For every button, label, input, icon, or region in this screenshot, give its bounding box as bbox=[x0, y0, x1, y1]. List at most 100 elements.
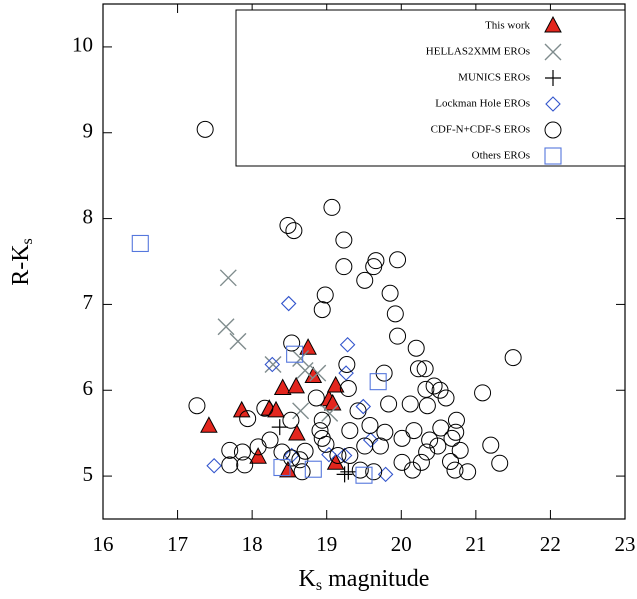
x-tick-label: 18 bbox=[242, 532, 263, 556]
circle-marker bbox=[188, 397, 206, 415]
circle-marker bbox=[296, 442, 314, 460]
x-marker bbox=[292, 402, 310, 420]
circle-marker bbox=[418, 443, 436, 461]
legend: This work HELLAS2XMM EROs MUNICS EROs Lockm… bbox=[235, 9, 626, 167]
x-marker bbox=[321, 404, 339, 422]
x-label-sub: s bbox=[316, 577, 322, 594]
circle-marker bbox=[365, 463, 383, 481]
triangle-marker bbox=[288, 423, 306, 441]
x-marker bbox=[229, 332, 247, 350]
circle-marker bbox=[335, 258, 353, 276]
circle-marker bbox=[393, 453, 411, 471]
y-axis-label: R-Ks bbox=[8, 238, 36, 286]
diamond-marker bbox=[283, 447, 300, 464]
diamond-marker bbox=[264, 356, 281, 373]
circle-marker bbox=[313, 429, 331, 447]
circle-marker bbox=[291, 451, 309, 469]
circle-marker bbox=[307, 389, 325, 407]
circle-marker bbox=[341, 422, 359, 440]
circle-marker bbox=[504, 349, 522, 367]
circle-marker bbox=[393, 429, 411, 447]
x-axis-label: Ks magnitude bbox=[299, 566, 430, 594]
circle-marker bbox=[380, 395, 398, 413]
circle-marker bbox=[401, 395, 419, 413]
circle-marker bbox=[338, 356, 356, 373]
circle-marker bbox=[283, 334, 301, 352]
diamond-marker bbox=[280, 295, 297, 312]
circle-marker bbox=[386, 305, 404, 323]
legend-label: Lockman Hole EROs bbox=[435, 98, 530, 110]
circle-marker bbox=[418, 397, 436, 415]
x-tick-label: 20 bbox=[391, 532, 412, 556]
x-tick-label: 22 bbox=[540, 532, 561, 556]
x-tick-label: 23 bbox=[615, 532, 636, 556]
y-tick-label: 6 bbox=[83, 376, 94, 400]
legend-marker bbox=[544, 147, 562, 165]
circle-marker bbox=[351, 461, 369, 479]
y-tick-label: 7 bbox=[83, 290, 94, 314]
y-tick-label: 5 bbox=[83, 462, 94, 486]
series bbox=[271, 419, 357, 483]
circle-marker bbox=[407, 339, 425, 357]
circle-marker bbox=[356, 271, 374, 289]
circle-marker bbox=[376, 423, 394, 441]
square-marker bbox=[369, 373, 387, 391]
circle-marker bbox=[261, 431, 279, 449]
triangle-marker bbox=[200, 416, 218, 433]
x-marker bbox=[219, 269, 237, 287]
square-marker bbox=[286, 345, 304, 363]
triangle-marker bbox=[279, 460, 297, 478]
legend-label: HELLAS2XMM EROs bbox=[426, 46, 530, 58]
x-marker bbox=[309, 364, 327, 382]
circle-marker bbox=[416, 360, 434, 378]
square-marker bbox=[131, 234, 149, 253]
x-label-rest: magnitude bbox=[322, 566, 429, 592]
circle-marker bbox=[282, 411, 300, 429]
x-tick-label: 19 bbox=[316, 532, 337, 556]
circle-marker bbox=[249, 438, 267, 456]
circle-marker bbox=[447, 411, 465, 429]
circle-marker bbox=[233, 443, 251, 461]
triangle-marker bbox=[273, 378, 292, 396]
triangle-marker bbox=[326, 453, 345, 470]
circle-marker bbox=[375, 364, 393, 382]
diamond-marker bbox=[339, 336, 356, 353]
circle-marker bbox=[367, 252, 385, 270]
circle-marker bbox=[279, 216, 297, 234]
circle-marker bbox=[221, 441, 239, 459]
x-marker bbox=[217, 318, 235, 336]
circle-marker bbox=[425, 377, 443, 395]
circle-marker bbox=[437, 389, 455, 407]
circle-marker bbox=[196, 120, 214, 138]
x-marker bbox=[292, 349, 310, 367]
triangle-marker bbox=[232, 400, 251, 418]
legend-marker bbox=[545, 70, 561, 86]
plot-frame bbox=[102, 3, 626, 520]
circle-marker bbox=[442, 452, 460, 470]
x-tick-label: 16 bbox=[93, 532, 114, 556]
circle-marker bbox=[285, 222, 303, 240]
diamond-marker bbox=[338, 365, 354, 381]
circle-marker bbox=[335, 231, 353, 249]
square-marker bbox=[355, 466, 373, 484]
circle-marker bbox=[317, 435, 335, 453]
y-tick-label: 9 bbox=[83, 119, 94, 143]
legend-marker bbox=[545, 96, 561, 112]
circle-marker bbox=[389, 251, 407, 269]
circle-marker bbox=[389, 327, 407, 345]
legend-marker bbox=[544, 43, 562, 61]
circle-marker bbox=[316, 286, 334, 304]
triangle-marker bbox=[267, 400, 285, 418]
square-marker bbox=[273, 458, 291, 477]
plus-marker bbox=[271, 419, 288, 436]
circle-marker bbox=[256, 399, 274, 417]
y-label-main: R-K bbox=[8, 244, 34, 286]
diamond-marker bbox=[206, 458, 222, 474]
y-tick-label: 8 bbox=[83, 204, 94, 228]
circle-marker bbox=[293, 463, 311, 481]
circle-marker bbox=[474, 384, 492, 402]
x-label-main: K bbox=[299, 566, 317, 592]
circle-marker bbox=[491, 454, 509, 472]
x-marker bbox=[264, 356, 282, 373]
